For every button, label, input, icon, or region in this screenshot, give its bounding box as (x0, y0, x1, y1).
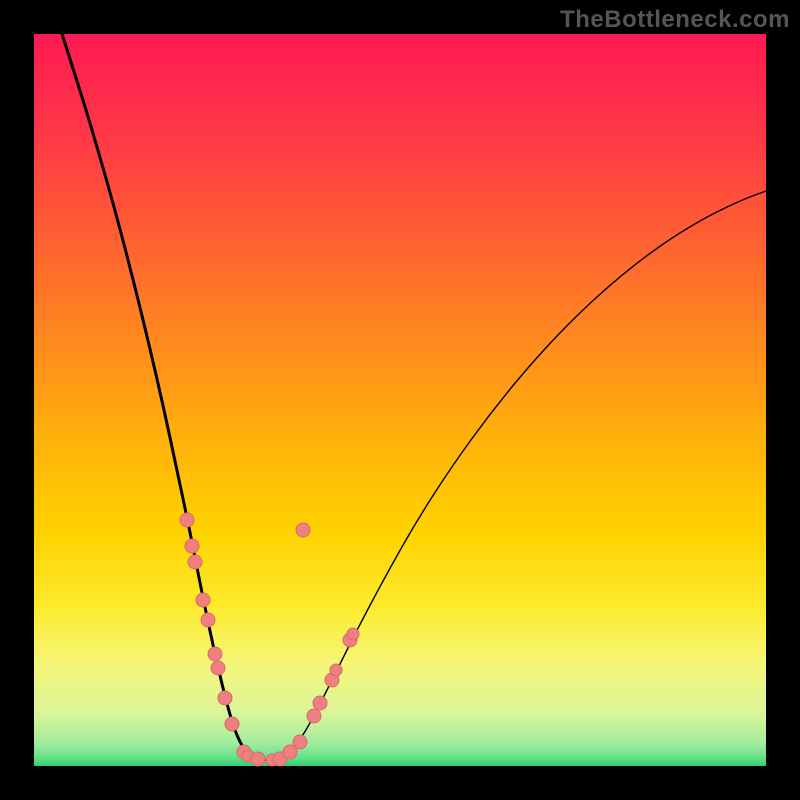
gradient-plot-area (34, 34, 766, 766)
stage: TheBottleneck.com (0, 0, 800, 800)
watermark-text: TheBottleneck.com (560, 6, 790, 34)
